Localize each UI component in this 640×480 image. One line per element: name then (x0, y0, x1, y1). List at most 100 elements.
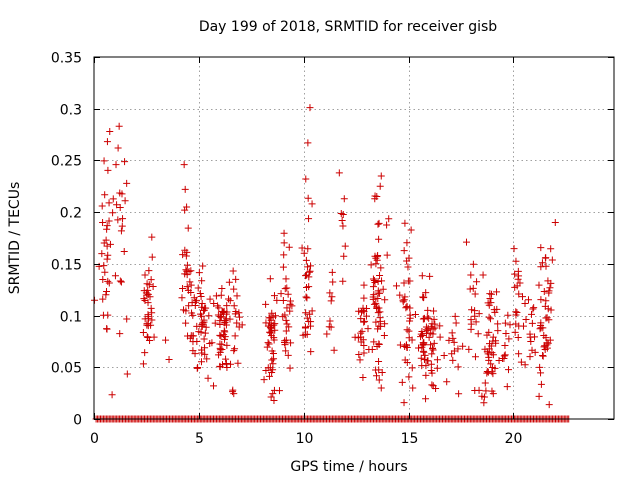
data-point (229, 386, 237, 394)
data-point (206, 295, 214, 303)
data-point (513, 309, 521, 317)
data-point (421, 351, 429, 359)
data-point (123, 315, 131, 323)
data-point (218, 285, 226, 293)
data-point (113, 201, 121, 209)
data-point (450, 347, 458, 355)
data-point (277, 290, 285, 298)
data-point (303, 330, 311, 338)
data-point (223, 364, 231, 372)
data-point (191, 302, 199, 310)
data-point (539, 351, 547, 359)
data-point (375, 219, 383, 227)
data-point (162, 336, 170, 344)
data-point (465, 345, 473, 353)
data-point (528, 319, 536, 327)
data-point (543, 344, 551, 352)
data-point (542, 314, 550, 322)
data-point (117, 278, 125, 286)
data-point (483, 369, 491, 377)
data-point (424, 357, 432, 365)
data-point (408, 364, 416, 372)
data-point (355, 350, 363, 358)
data-point (327, 297, 335, 305)
data-point (189, 347, 197, 355)
data-point (285, 323, 293, 331)
data-point (121, 158, 129, 166)
data-point (269, 390, 277, 398)
data-point (226, 297, 234, 305)
data-point (104, 251, 112, 259)
data-point (374, 295, 382, 303)
data-point (381, 320, 389, 328)
data-point (194, 363, 202, 371)
x-axis-label: GPS time / hours (290, 459, 407, 475)
data-point (147, 276, 155, 284)
x-tick-label: 0 (90, 431, 99, 447)
data-point (481, 379, 489, 387)
data-point (548, 256, 556, 264)
data-point (454, 345, 462, 353)
data-point (419, 340, 427, 348)
y-tick-label: 0.25 (51, 154, 82, 170)
data-point (270, 396, 278, 404)
data-point (121, 197, 129, 205)
data-point (99, 295, 107, 303)
data-point (223, 341, 231, 349)
data-point (116, 330, 124, 338)
data-point (182, 319, 190, 327)
data-point (265, 372, 273, 380)
data-point (419, 315, 427, 323)
data-point (223, 302, 231, 310)
data-point (327, 323, 335, 331)
data-point (98, 250, 106, 258)
data-point (403, 326, 411, 334)
data-point (233, 319, 241, 327)
data-point (238, 321, 246, 329)
data-point (360, 318, 368, 326)
data-point (281, 341, 289, 349)
data-point (478, 392, 486, 400)
data-point (265, 340, 273, 348)
data-point (117, 227, 125, 235)
y-tick-label: 0.15 (51, 258, 82, 274)
data-point (374, 287, 382, 295)
data-point (417, 333, 425, 341)
data-point (485, 301, 493, 309)
data-point (183, 271, 191, 279)
data-point (375, 358, 383, 366)
data-point (514, 334, 522, 342)
data-point (521, 299, 529, 307)
data-point (540, 343, 548, 351)
data-point (203, 355, 211, 363)
y-tick-label: 0.05 (51, 361, 82, 377)
data-point (186, 278, 194, 286)
axis-ticks (94, 57, 614, 420)
data-point (201, 329, 209, 337)
data-point (510, 245, 518, 253)
data-point (288, 302, 296, 310)
data-point (473, 278, 481, 286)
x-tick-label: 20 (505, 431, 523, 447)
data-point (102, 291, 110, 299)
data-point (181, 185, 189, 193)
data-point (217, 291, 225, 299)
data-point (91, 296, 99, 304)
data-point (405, 327, 413, 335)
data-point (448, 329, 456, 337)
data-point (112, 161, 120, 169)
data-point (104, 166, 112, 174)
data-point (307, 262, 315, 270)
y-tick-label: 0.1 (60, 310, 82, 326)
data-point (215, 304, 223, 312)
data-point (377, 264, 385, 272)
data-point (104, 311, 112, 319)
data-point (266, 314, 274, 322)
data-point (415, 344, 422, 352)
data-point (103, 242, 111, 250)
data-point (264, 322, 272, 330)
data-point (537, 380, 545, 388)
data-point (422, 289, 430, 297)
plot-frame (93, 56, 615, 420)
data-point (260, 376, 268, 384)
